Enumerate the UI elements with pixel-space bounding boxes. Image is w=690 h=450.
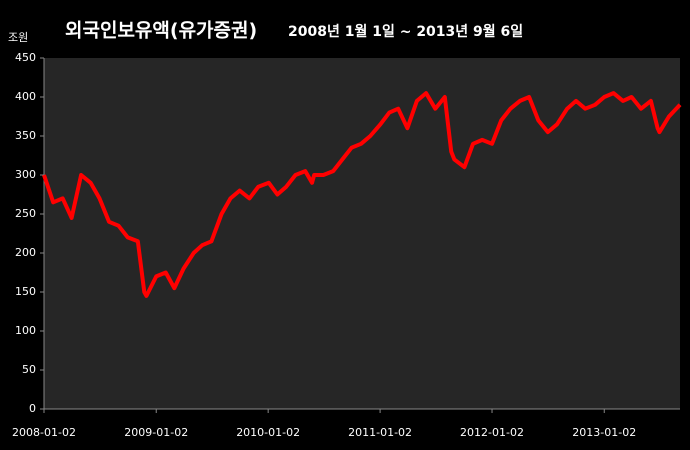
y-tick-label: 50	[22, 363, 36, 376]
chart-subtitle: 2008년 1월 1일 ~ 2013년 9월 6일	[288, 23, 523, 40]
y-tick-label: 450	[15, 51, 36, 64]
y-tick-label: 400	[15, 90, 36, 103]
plot-area	[44, 58, 680, 409]
y-tick-label: 150	[15, 285, 36, 298]
x-tick-label: 2008-01-02	[12, 426, 76, 439]
x-tick-label: 2009-01-02	[124, 426, 188, 439]
y-tick-label: 0	[29, 402, 36, 415]
x-tick-label: 2012-01-02	[460, 426, 524, 439]
y-tick-label: 300	[15, 168, 36, 181]
x-tick-label: 2011-01-02	[348, 426, 412, 439]
data-line	[42, 91, 682, 298]
y-tick-label: 100	[15, 324, 36, 337]
x-tick-label: 2010-01-02	[236, 426, 300, 439]
y-axis-label: 조원	[8, 31, 28, 44]
chart-title: 외국인보유액(유가증권)	[65, 20, 257, 42]
y-tick-label: 250	[15, 207, 36, 220]
x-tick-label: 2013-01-02	[572, 426, 636, 439]
y-tick-label: 350	[15, 129, 36, 142]
y-tick-label: 200	[15, 246, 36, 259]
